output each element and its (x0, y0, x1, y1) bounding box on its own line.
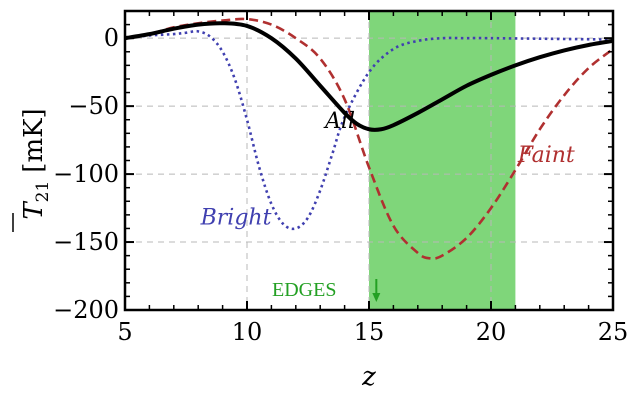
y-axis-title-sub: 21 (33, 181, 53, 203)
x-tick-label: 15 (354, 318, 385, 346)
series-label-all: All (323, 109, 355, 134)
edges-band (369, 11, 516, 310)
grid-layer (125, 11, 613, 310)
edges-band-layer (369, 11, 516, 310)
y-tick-label: −50 (68, 92, 119, 120)
x-tick-label: 25 (598, 318, 629, 346)
series-label-faint: Faint (517, 143, 575, 168)
svg-text:T21[mK]: T21 [mK] (19, 108, 53, 219)
y-tick-label: −150 (53, 228, 119, 256)
x-axis-title: z (361, 362, 376, 392)
edges-arrowhead (372, 293, 381, 302)
series-line-bright (125, 29, 613, 231)
x-tick-label: 10 (232, 318, 263, 346)
series-label-bright: Bright (200, 205, 272, 230)
y-axis-title: T21 [mK] (12, 108, 53, 232)
x-tick-label: 5 (117, 318, 132, 346)
ticks-layer: 5 10 15 20 25 0 −50 −100 −150 −200 (53, 10, 629, 346)
x-tick-label: 20 (476, 318, 507, 346)
y-axis-title-main: T (19, 201, 49, 220)
y-axis-title-unit: [mK] (19, 108, 49, 172)
series-line-all (125, 21, 613, 132)
edges-annotation-label: EDGES (272, 279, 336, 301)
series-layer (125, 17, 613, 260)
y-tick-label: −200 (53, 296, 119, 324)
y-tick-label: 0 (104, 24, 119, 52)
y-tick-label: −100 (53, 160, 119, 188)
